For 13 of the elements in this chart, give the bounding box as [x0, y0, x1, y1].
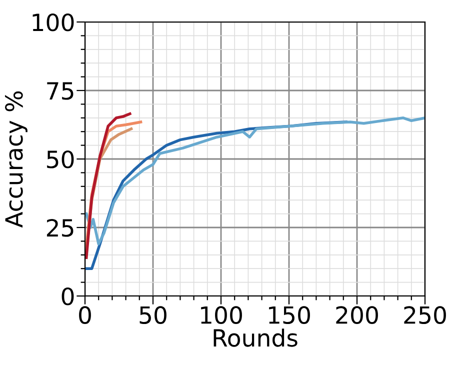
x-tick-label: 150: [269, 306, 310, 324]
x-tick-label: 100: [201, 306, 242, 324]
x-tick-label: 0: [79, 306, 91, 324]
y-tick-label: 25: [46, 218, 74, 237]
y-axis-title: Accuracy %: [5, 91, 28, 228]
x-axis-title: Rounds: [214, 328, 298, 347]
y-tick-label: 50: [47, 150, 74, 168]
x-tick-label: 200: [336, 306, 378, 324]
y-tick-label: 100: [32, 13, 74, 32]
y-tick-label: 0: [62, 287, 74, 306]
y-tick-label: 75: [47, 82, 74, 100]
x-tick-label: 50: [140, 306, 166, 324]
x-tick-label: 250: [404, 306, 446, 324]
